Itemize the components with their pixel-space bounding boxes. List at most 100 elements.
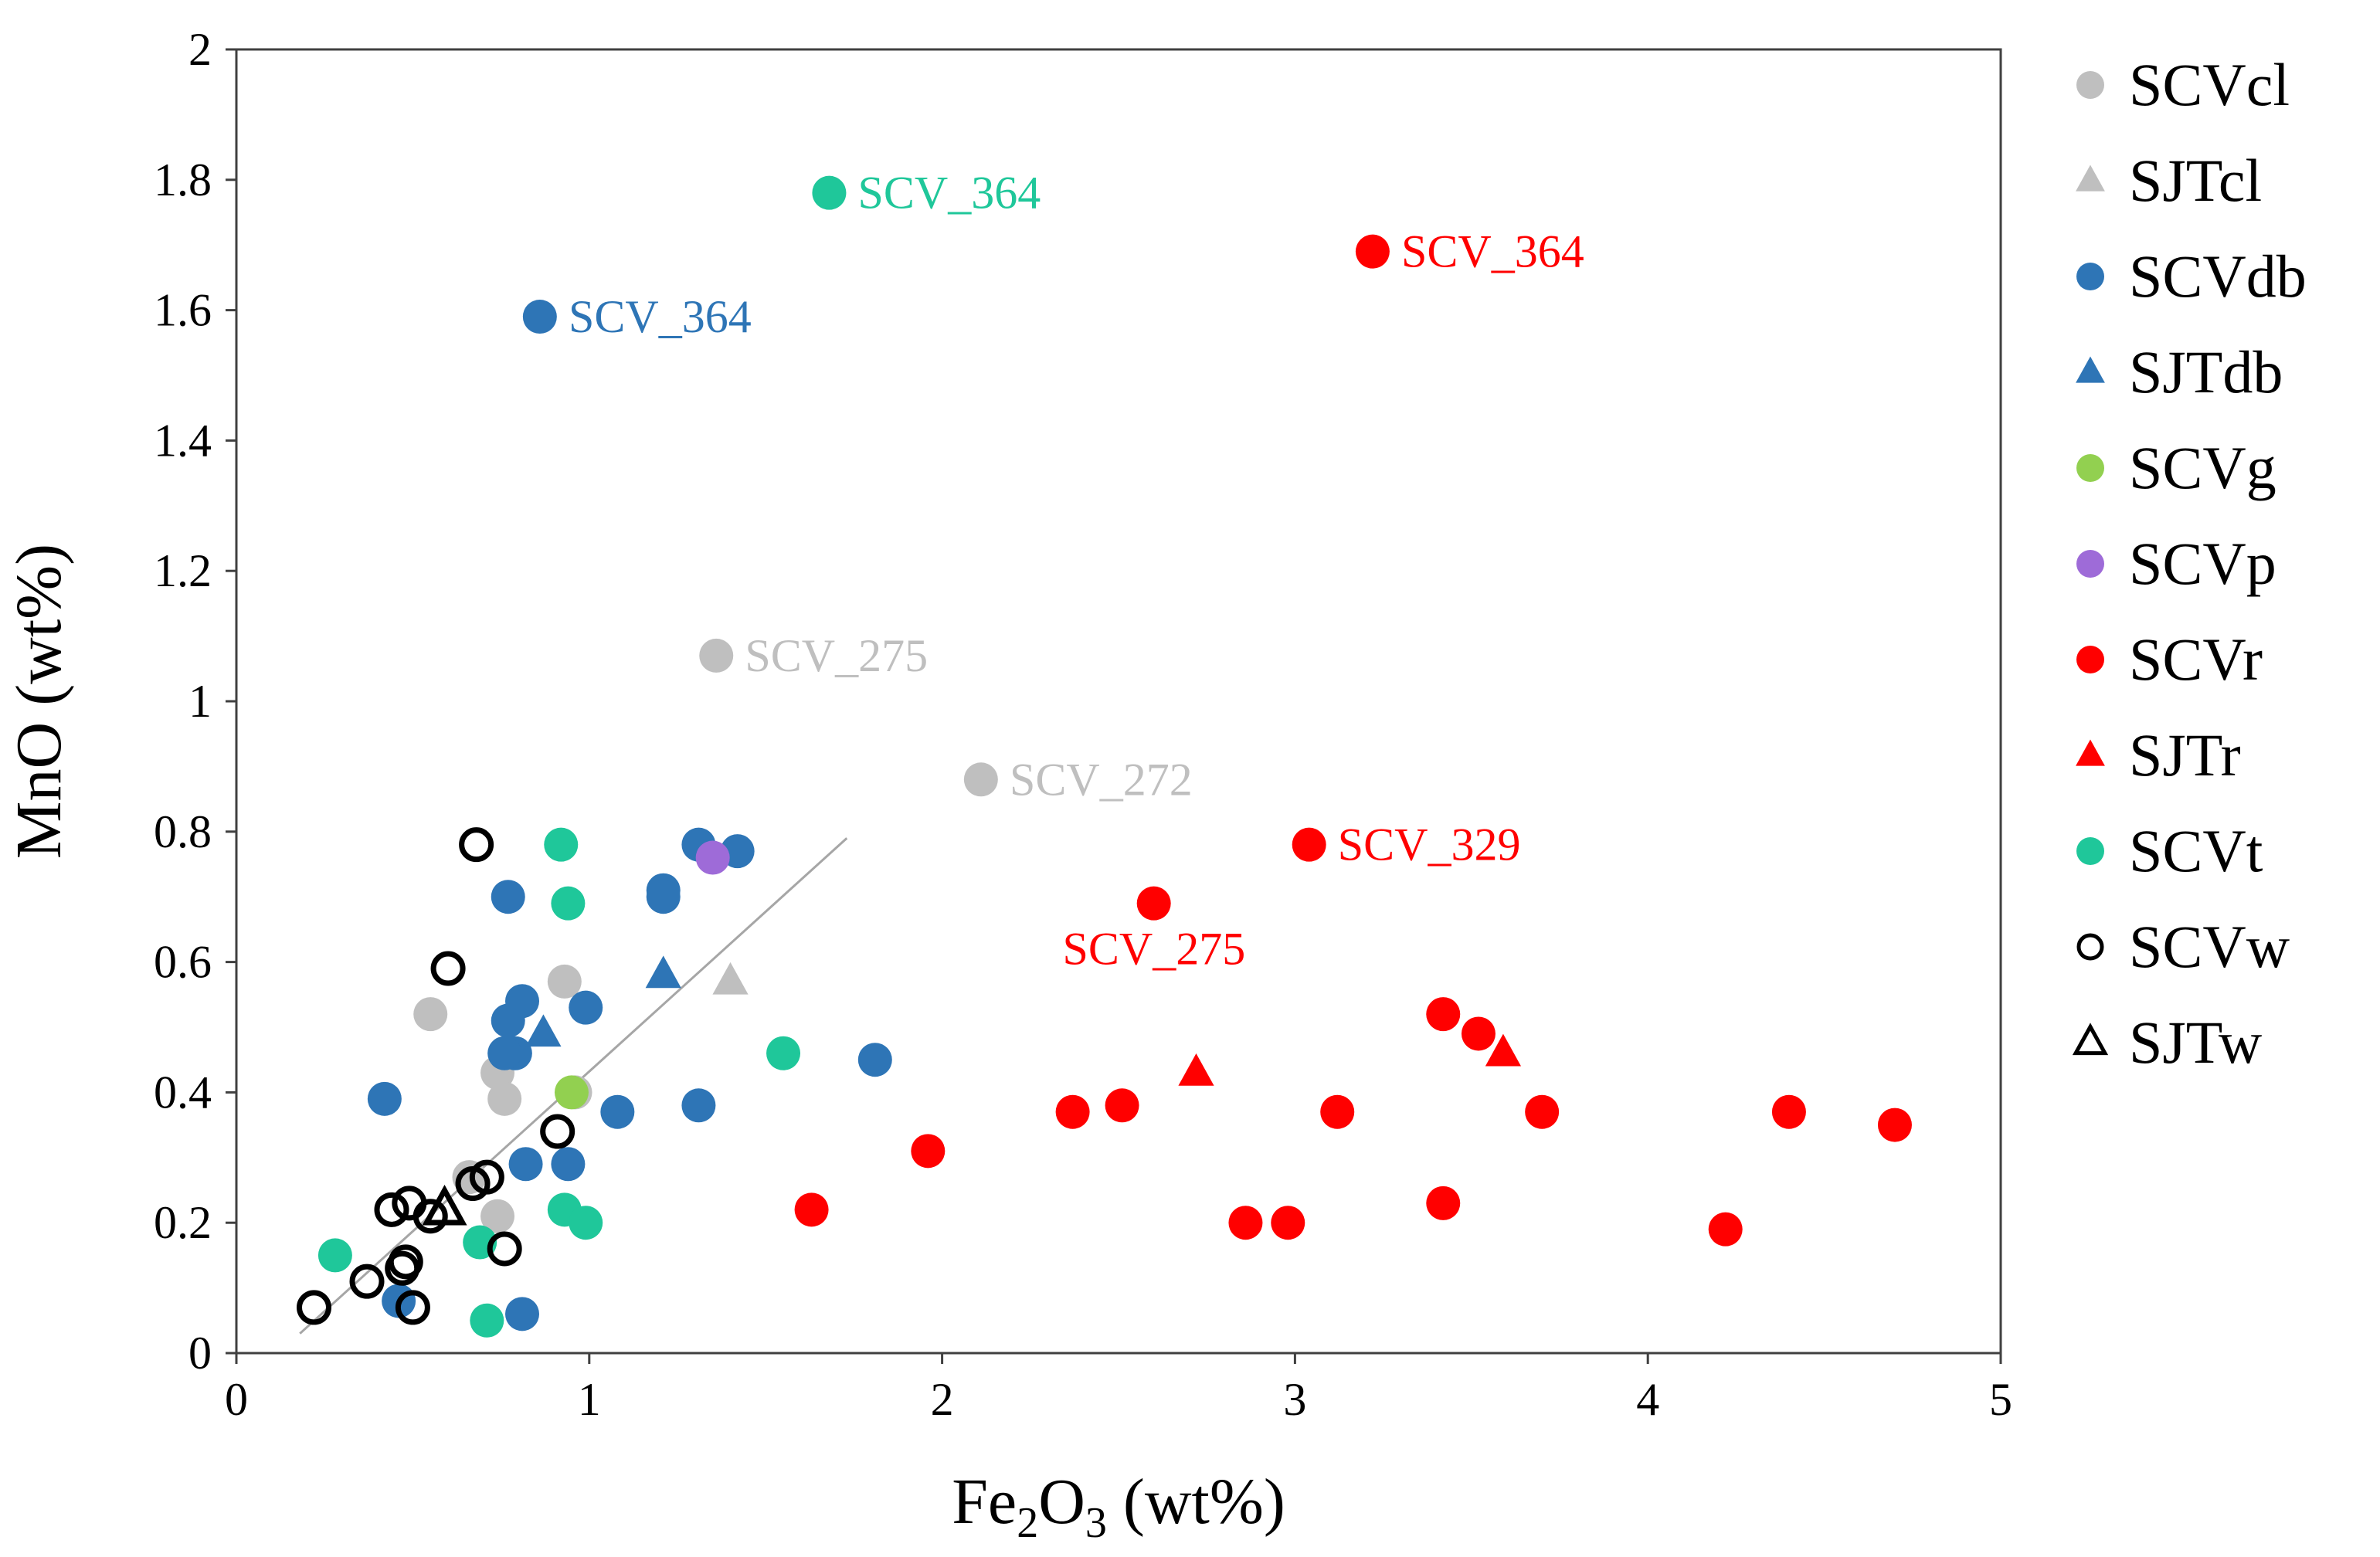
data-point — [540, 1114, 575, 1149]
data-point — [480, 1199, 515, 1233]
x-tick-label: 5 — [1989, 1374, 2012, 1425]
data-point — [1708, 1212, 1743, 1247]
data-point — [1178, 1053, 1214, 1086]
x-tick-label: 2 — [931, 1374, 954, 1425]
data-point — [470, 1303, 504, 1338]
data-point — [491, 880, 525, 914]
data-point — [766, 1036, 801, 1070]
legend-item-SCVcl: SCVcl — [2076, 51, 2290, 118]
data-point — [430, 951, 466, 986]
data-point — [413, 997, 448, 1032]
y-tick-label: 1.4 — [154, 415, 212, 466]
data-point — [487, 1081, 522, 1116]
y-tick-label: 1 — [188, 676, 212, 727]
y-axis-title: MnO (wt%) — [3, 544, 75, 859]
point-annotation: SCV_364 — [1401, 226, 1584, 277]
y-tick-label: 0.2 — [154, 1197, 212, 1248]
data-point — [367, 1081, 402, 1116]
data-point — [1525, 1094, 1560, 1129]
data-point — [646, 880, 681, 914]
series-SCVt — [317, 175, 847, 1338]
x-tick-label: 1 — [578, 1374, 601, 1425]
data-point — [857, 1043, 892, 1077]
data-point — [554, 1075, 589, 1110]
series-SJTcl — [712, 962, 749, 995]
legend-marker — [2076, 454, 2104, 482]
point-annotation: SCV_364 — [858, 168, 1041, 219]
legend-label: SJTdb — [2129, 338, 2283, 405]
legend-marker — [2076, 550, 2104, 578]
legend-marker — [2072, 1023, 2109, 1056]
legend-marker — [2076, 837, 2104, 865]
data-point — [487, 1036, 522, 1070]
data-point — [522, 300, 557, 334]
series-SCVp — [695, 840, 730, 875]
data-point — [569, 1206, 603, 1240]
data-point — [1136, 886, 1171, 921]
y-tick-label: 1.2 — [154, 545, 212, 596]
data-point — [1771, 1094, 1806, 1129]
point-annotation: SCV_275 — [745, 630, 928, 681]
point-annotation: SCV_364 — [569, 291, 752, 342]
y-tick-label: 0 — [188, 1328, 212, 1379]
data-point — [1055, 1094, 1090, 1129]
point-annotations: SCV_364 SCV_364 SCV_364 SCV_275 SCV_272 SCV_3… — [569, 168, 1584, 975]
data-point — [1355, 234, 1390, 269]
series-SJTr — [1178, 1033, 1522, 1086]
legend-label: SCVcl — [2129, 51, 2290, 118]
legend-label: SCVp — [2129, 530, 2276, 597]
data-point — [1292, 827, 1326, 862]
data-point — [508, 1147, 543, 1182]
data-point — [385, 1250, 420, 1286]
legend-item-SJTdb: SJTdb — [2076, 338, 2283, 405]
data-point — [349, 1264, 385, 1299]
data-point — [551, 1147, 586, 1182]
data-point — [712, 962, 749, 995]
data-point — [487, 1231, 522, 1267]
legend-label: SCVw — [2129, 913, 2290, 980]
legend: SCVcl SJTcl SCVdb SJTdb SCVg SCVp SCVr SJTr SCVt… — [2072, 51, 2307, 1076]
y-tick-label: 1.8 — [154, 154, 212, 205]
data-point — [1271, 1206, 1305, 1240]
data-point — [1320, 1094, 1355, 1129]
legend-label: SJTcl — [2129, 147, 2262, 214]
legend-label: SCVt — [2129, 817, 2263, 884]
data-point — [600, 1094, 635, 1129]
data-point — [1485, 1033, 1522, 1067]
data-point — [551, 886, 586, 921]
y-tick-label: 1.6 — [154, 285, 212, 336]
data-point — [422, 1185, 467, 1226]
series-SJTdb — [525, 955, 681, 1047]
legend-marker — [2076, 933, 2104, 961]
legend-item-SCVdb: SCVdb — [2076, 243, 2307, 310]
legend-label: SCVg — [2129, 434, 2276, 501]
legend-marker — [2076, 71, 2104, 99]
x-axis-title: Fe2O3 (wt%) — [952, 1466, 1285, 1547]
legend-item-SJTcl: SJTcl — [2076, 147, 2262, 214]
data-point — [794, 1192, 829, 1227]
legend-marker — [2076, 646, 2104, 673]
series-SCVdb — [367, 300, 892, 1331]
x-tick-label: 4 — [1636, 1374, 1659, 1425]
series-SCVr — [794, 234, 1912, 1247]
data-point — [695, 840, 730, 875]
data-point — [963, 762, 998, 797]
legend-item-SJTw: SJTw — [2072, 1009, 2262, 1076]
data-point — [413, 1199, 448, 1234]
plot-area — [235, 48, 2002, 1355]
data-point — [812, 175, 847, 210]
legend-marker — [2076, 165, 2105, 192]
data-point — [505, 1297, 540, 1331]
data-point — [569, 990, 603, 1025]
data-point — [317, 1238, 352, 1273]
data-point — [645, 955, 681, 989]
legend-label: SJTw — [2129, 1009, 2262, 1076]
data-point — [681, 1088, 716, 1123]
data-point — [296, 1290, 331, 1325]
legend-item-SJTr: SJTr — [2076, 721, 2241, 789]
data-point — [547, 964, 582, 999]
x-tick-label: 0 — [225, 1374, 248, 1425]
legend-marker — [2076, 356, 2105, 383]
legend-marker — [2076, 739, 2105, 766]
